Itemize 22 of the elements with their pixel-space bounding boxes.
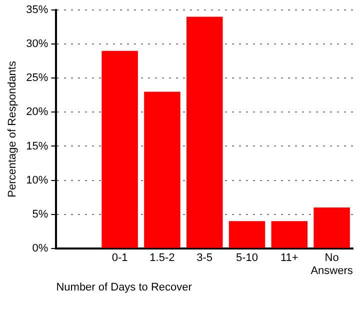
bar [102, 50, 138, 248]
y-tick-label: 35% [26, 4, 48, 16]
y-axis-title: Percentage of Respondants [6, 60, 19, 198]
x-tick-label: 1.5-2 [150, 252, 175, 264]
x-tick-label: 5-10 [236, 252, 258, 264]
y-tick-label: 0% [32, 242, 48, 254]
bar [228, 221, 266, 248]
x-tick-label: 3-5 [196, 252, 213, 264]
bar [144, 92, 180, 248]
y-tick-label: 15% [26, 140, 48, 152]
x-tick-label: No Answers [310, 252, 354, 278]
x-tick-label: 0-1 [112, 252, 128, 264]
bar [271, 221, 308, 248]
y-tick-label: 20% [26, 106, 48, 118]
x-axis-title: Number of Days to Recover [56, 281, 192, 294]
x-tick-label: 11+ [280, 252, 298, 264]
y-tick-label: 5% [32, 208, 48, 220]
bar [186, 16, 223, 248]
y-tick-label: 30% [26, 38, 48, 50]
y-tick-label: 10% [26, 174, 48, 186]
y-tick-label: 25% [26, 72, 48, 84]
bar [314, 208, 350, 248]
